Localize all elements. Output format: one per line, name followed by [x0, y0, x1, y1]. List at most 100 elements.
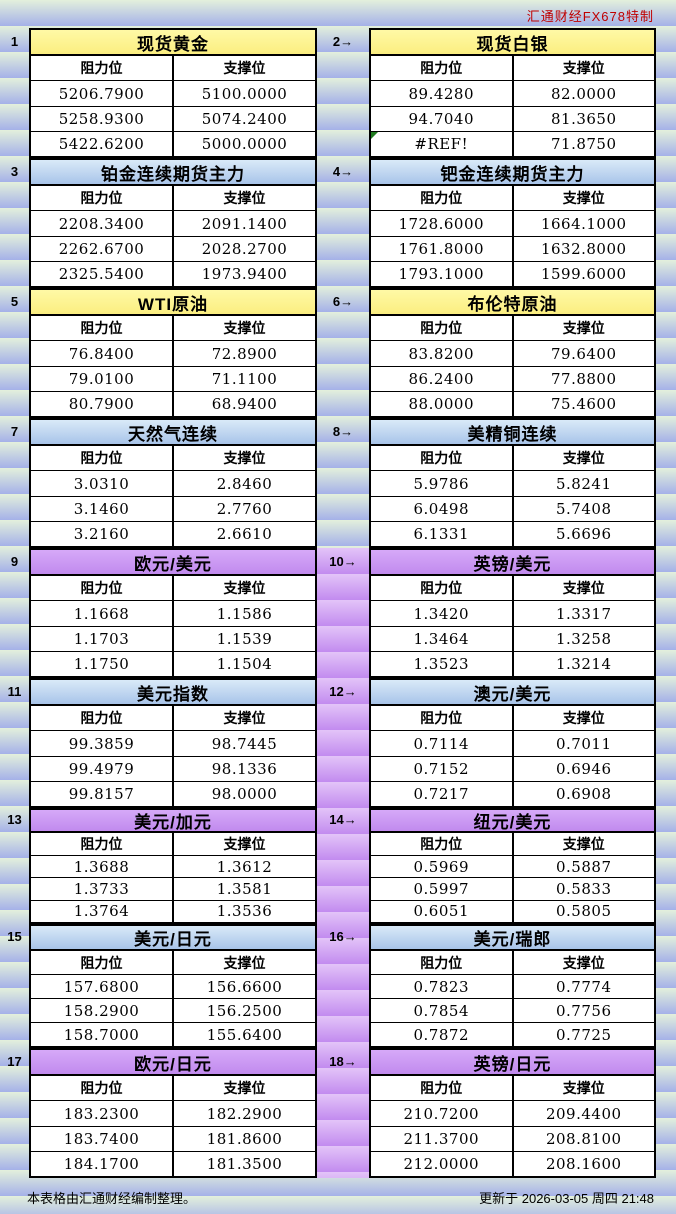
quote-table-left: 美元指数 阻力位 支撑位 99.3859 98.7445 99.4979 98.…: [29, 678, 317, 808]
resistance-value: 0.7114: [413, 734, 469, 753]
table-title: 美元/加元: [31, 810, 315, 834]
row-number-left: 15: [7, 928, 22, 944]
resistance-value: 1.3523: [413, 654, 469, 673]
row-number-right: 4→: [332, 163, 354, 179]
column-header-row: 阻力位 支撑位: [31, 576, 315, 602]
value-row: 1.3688 1.3612: [31, 855, 315, 879]
resistance-value: 86.2400: [408, 369, 475, 388]
column-header-row: 阻力位 支撑位: [371, 186, 655, 212]
column-header-row: 阻力位 支撑位: [371, 316, 654, 342]
value-row: 1728.6000 1664.1000: [371, 211, 654, 237]
value-row: 184.1700 181.3500: [31, 1151, 315, 1177]
resistance-header: 阻力位: [420, 60, 463, 77]
resistance-value: 158.2900: [63, 1001, 140, 1020]
support-header: 支撑位: [511, 186, 655, 211]
resistance-value: 99.4979: [68, 759, 135, 778]
value-row: 0.7872 0.7725: [371, 1023, 654, 1046]
support-value: 156.6600: [172, 975, 315, 998]
quote-table-left: 欧元/美元 阻力位 支撑位 1.1668 1.1586 1.1703 1.153…: [29, 548, 317, 678]
value-row: 158.7000 155.6400: [31, 1023, 315, 1046]
resistance-header: 阻力位: [80, 710, 123, 727]
resistance-header: 阻力位: [80, 190, 123, 207]
resistance-value: 3.0310: [73, 474, 130, 493]
value-row: 1793.1000 1599.6000: [371, 261, 654, 287]
quote-table-left: 美元/日元 阻力位 支撑位 157.6800 156.6600 158.2900…: [29, 924, 317, 1048]
table-pair-section: 5 WTI原油 阻力位 支撑位 76.8400 72.8900 79.0100 …: [0, 288, 676, 418]
resistance-value: 79.0100: [68, 369, 135, 388]
resistance-value: 1.3464: [413, 629, 469, 648]
resistance-value: 3.2160: [73, 524, 130, 543]
support-value: 208.8100: [511, 1126, 655, 1151]
resistance-value: 0.7854: [413, 1001, 469, 1020]
support-value: 1.1586: [172, 601, 315, 626]
column-header-row: 阻力位 支撑位: [31, 316, 315, 342]
resistance-value: #REF!: [371, 131, 512, 156]
resistance-value: 76.8400: [68, 344, 135, 363]
resistance-value: 211.3700: [403, 1129, 480, 1148]
resistance-value: 0.5969: [413, 857, 469, 876]
support-value: 156.2500: [172, 999, 315, 1022]
quote-table-left: 天然气连续 阻力位 支撑位 3.0310 2.8460 3.1460 2.776…: [29, 418, 317, 548]
quote-table-right: 现货白银 阻力位 支撑位 89.4280 82.0000 94.7040 81.…: [369, 28, 656, 158]
resistance-header: 阻力位: [420, 580, 463, 597]
row-number-right: 2→: [332, 33, 354, 49]
value-row: 5.9786 5.8241: [371, 471, 654, 497]
row-number-left: 11: [7, 683, 22, 699]
value-row: 3.1460 2.7760: [31, 496, 315, 522]
value-row: 0.5969 0.5887: [371, 855, 654, 879]
value-row: 1.3464 1.3258: [371, 626, 654, 652]
sections: 1 现货黄金 阻力位 支撑位 5206.7900 5100.0000 5258.…: [0, 28, 676, 1178]
value-row: 212.0000 208.1600: [371, 1151, 655, 1177]
value-row: 94.7040 81.3650: [371, 106, 655, 132]
table-pair-section: 13 美元/加元 阻力位 支撑位 1.3688 1.3612 1.3733 1.…: [0, 808, 676, 924]
resistance-value: 1.3733: [73, 879, 130, 898]
quote-table-right: 纽元/美元 阻力位 支撑位 0.5969 0.5887 0.5997 0.583…: [369, 808, 656, 924]
watermark-text: 汇通财经FX678特制: [526, 9, 654, 24]
table-title: 美元/日元: [31, 926, 315, 951]
resistance-value: 0.6051: [413, 902, 469, 921]
resistance-value: 158.7000: [63, 1025, 140, 1044]
quote-table-right: 英镑/美元 阻力位 支撑位 1.3420 1.3317 1.3464 1.325…: [369, 548, 656, 678]
resistance-value: 0.7823: [413, 977, 469, 996]
resistance-value: 1728.6000: [398, 214, 485, 233]
support-header: 支撑位: [511, 56, 655, 81]
support-value: 98.1336: [172, 756, 315, 781]
support-value: 0.7011: [511, 731, 655, 756]
support-header: 支撑位: [511, 833, 655, 855]
table-title: 美元/瑞郎: [371, 926, 654, 951]
support-value: 81.3650: [511, 106, 655, 131]
value-row: 210.7200 209.4400: [371, 1101, 655, 1127]
resistance-header: 阻力位: [80, 954, 123, 971]
support-value: 0.5833: [511, 878, 655, 900]
support-value: 1.3612: [172, 855, 315, 878]
resistance-value: 0.7152: [413, 759, 469, 778]
resistance-header: 阻力位: [420, 954, 463, 971]
support-value: 1.3317: [511, 601, 655, 626]
support-header: 支撑位: [172, 706, 315, 731]
value-row: 1.3733 1.3581: [31, 878, 315, 901]
resistance-value: 2208.3400: [58, 214, 145, 233]
resistance-header: 阻力位: [80, 580, 123, 597]
quote-table-right: 美元/瑞郎 阻力位 支撑位 0.7823 0.7774 0.7854 0.775…: [369, 924, 656, 1048]
table-title: 英镑/美元: [371, 550, 654, 577]
update-timestamp: 更新于 2026-03-05 周四 21:48: [479, 1190, 654, 1206]
support-value: 1973.9400: [172, 261, 315, 287]
table-title: 欧元/美元: [31, 550, 315, 577]
value-row: 80.7900 68.9400: [31, 391, 315, 417]
support-value: 71.8750: [511, 131, 655, 157]
support-value: 0.7774: [511, 975, 655, 998]
support-value: 208.1600: [511, 1151, 655, 1177]
support-header: 支撑位: [172, 446, 315, 471]
resistance-value: 157.6800: [63, 977, 140, 996]
support-value: 209.4400: [511, 1101, 655, 1126]
row-number-right: 6→: [332, 293, 354, 309]
value-row: 2208.3400 2091.1400: [31, 211, 315, 237]
support-header: 支撑位: [172, 186, 315, 211]
column-header-row: 阻力位 支撑位: [31, 833, 315, 856]
resistance-value: 80.7900: [68, 394, 135, 413]
quote-table-left: 美元/加元 阻力位 支撑位 1.3688 1.3612 1.3733 1.358…: [29, 808, 317, 924]
support-value: 82.0000: [511, 81, 655, 106]
resistance-value: 0.7872: [413, 1025, 469, 1044]
table-title: 美元指数: [31, 680, 315, 707]
resistance-value: 1793.1000: [398, 264, 485, 283]
